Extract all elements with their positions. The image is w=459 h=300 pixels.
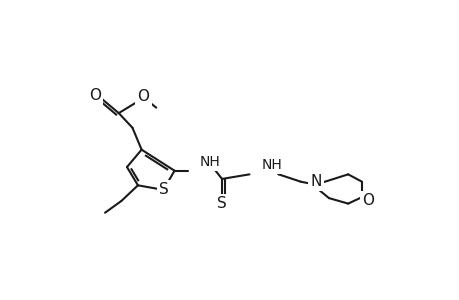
- Text: O: O: [362, 194, 374, 208]
- Text: NH: NH: [200, 154, 220, 169]
- Text: NH: NH: [261, 158, 281, 172]
- Text: N: N: [310, 174, 321, 189]
- Text: S: S: [158, 182, 168, 197]
- Text: S: S: [217, 196, 226, 211]
- Text: O: O: [89, 88, 101, 103]
- Text: O: O: [137, 89, 149, 104]
